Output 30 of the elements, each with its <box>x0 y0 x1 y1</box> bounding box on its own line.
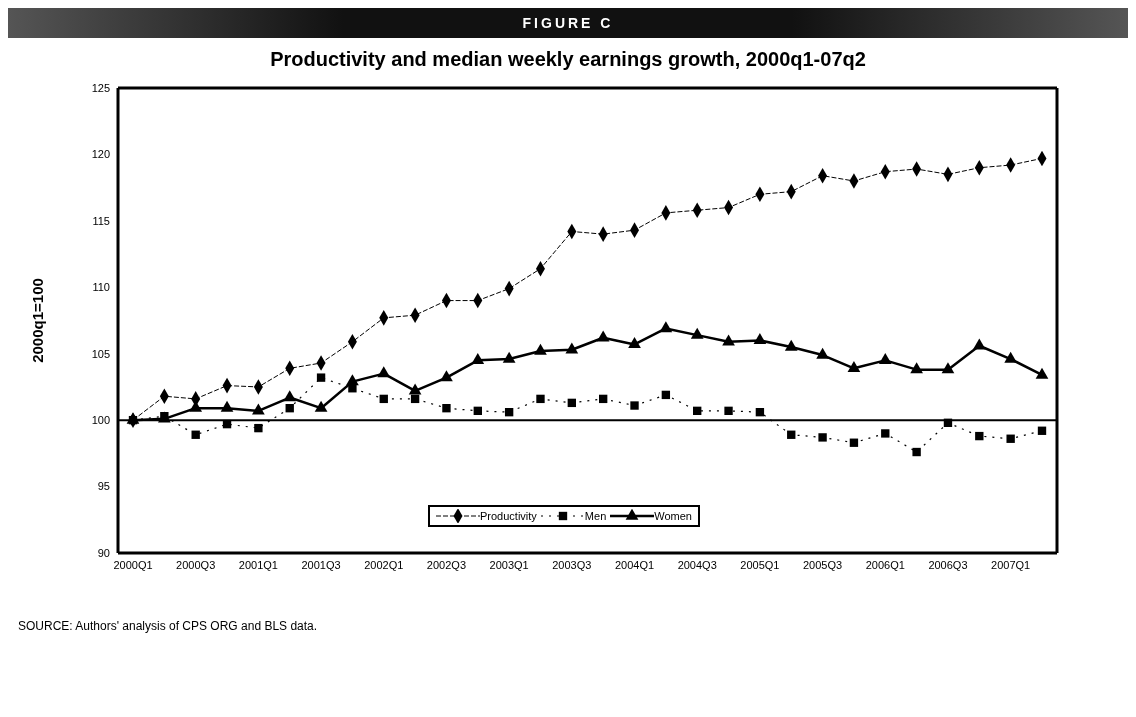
legend-label: Women <box>654 510 692 522</box>
x-tick-label: 2004Q3 <box>677 558 717 571</box>
y-tick-label: 110 <box>92 281 110 294</box>
x-tick-label: 2006Q3 <box>928 558 968 571</box>
legend-label: Men <box>584 510 607 522</box>
legend-label: Productivity <box>480 510 537 522</box>
y-tick-label: 95 <box>97 480 110 493</box>
x-tick-label: 2000Q3 <box>176 558 216 571</box>
y-tick-label: 100 <box>91 414 110 427</box>
x-tick-label: 2005Q3 <box>803 558 843 571</box>
x-tick-label: 2003Q3 <box>552 558 592 571</box>
chart-title: Productivity and median weekly earnings growth, 2000q1-07q2 <box>269 48 867 71</box>
x-tick-label: 2001Q1 <box>238 558 278 571</box>
text: FIGURE C <box>8 8 1128 38</box>
y-tick-label: 115 <box>92 214 110 227</box>
x-tick-label: 2002Q1 <box>364 558 404 571</box>
x-tick-label: 2005Q1 <box>740 558 780 571</box>
source-note: SOURCE: Authors' analysis of CPS ORG and BLS data. <box>17 618 319 635</box>
x-tick-label: 2001Q3 <box>301 558 341 571</box>
x-tick-label: 2004Q1 <box>614 558 655 571</box>
x-tick-label: 2000Q1 <box>113 558 153 571</box>
x-tick-label: 2006Q1 <box>865 558 905 571</box>
x-tick-label: 2003Q1 <box>489 558 529 571</box>
y-tick-label: 105 <box>91 347 110 360</box>
y-tick-label: 120 <box>91 148 110 161</box>
x-tick-label: 2002Q3 <box>426 558 467 571</box>
x-tick-label: 2007Q1 <box>991 558 1031 571</box>
y-tick-label: 90 <box>97 546 110 559</box>
y-axis-title: 2000q1=100 <box>29 278 47 363</box>
y-tick-label: 125 <box>91 81 110 94</box>
